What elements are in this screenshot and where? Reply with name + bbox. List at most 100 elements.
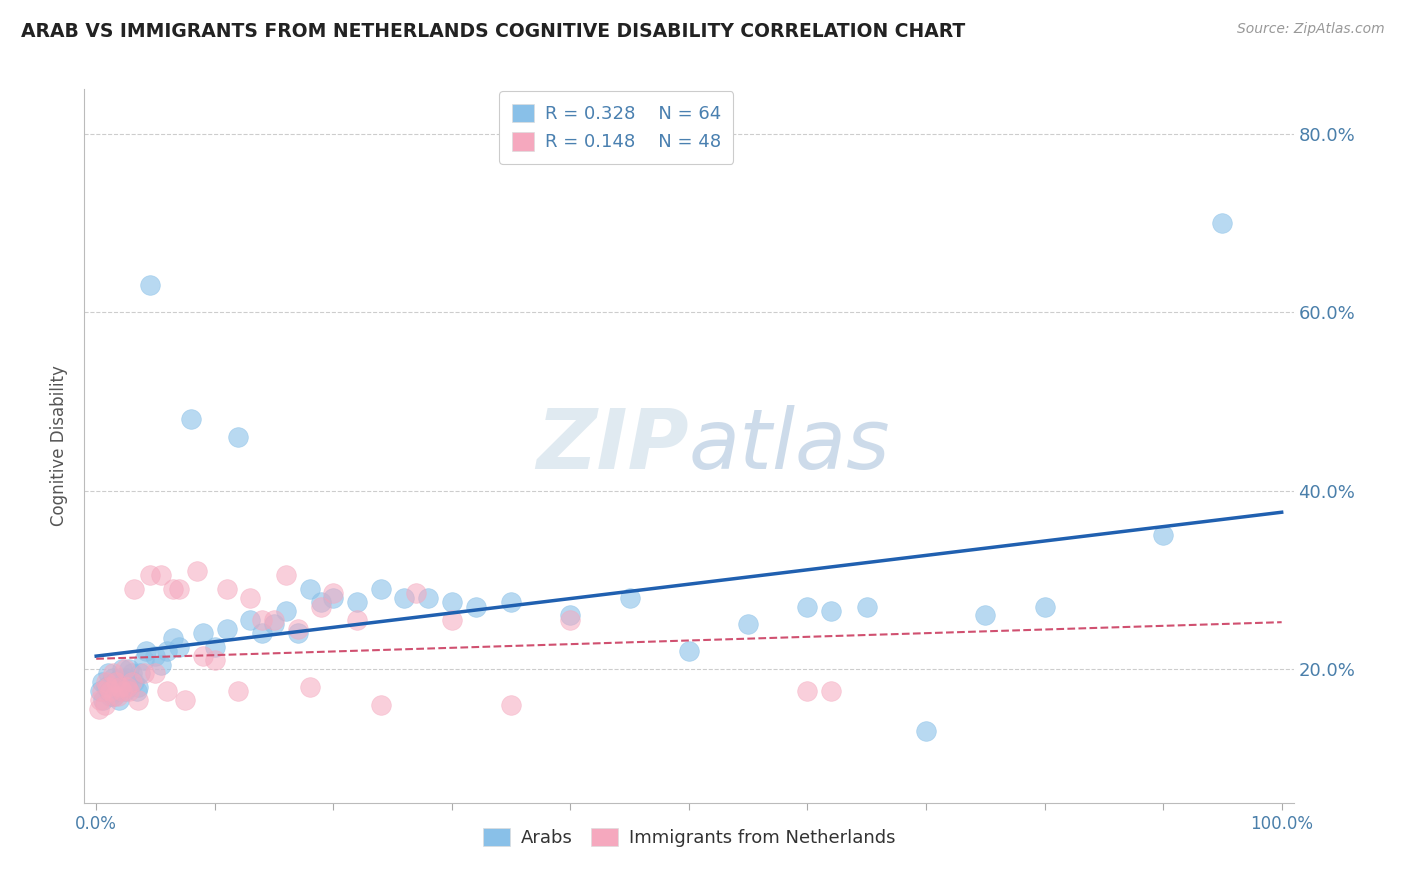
Point — [298, 582, 321, 596]
Point — [91, 693, 114, 707]
Point — [311, 599, 333, 614]
Point — [91, 684, 114, 698]
Point — [107, 684, 129, 698]
Point — [287, 626, 309, 640]
Point — [156, 644, 179, 658]
Point — [1211, 216, 1233, 230]
Point — [322, 586, 344, 600]
Point — [121, 675, 143, 690]
Point — [115, 680, 138, 694]
Point — [103, 689, 125, 703]
Point — [191, 648, 214, 663]
Point — [250, 613, 273, 627]
Point — [145, 648, 167, 663]
Point — [167, 582, 190, 596]
Point — [101, 671, 124, 685]
Point — [228, 430, 250, 444]
Point — [796, 599, 818, 614]
Point — [132, 653, 155, 667]
Point — [129, 666, 152, 681]
Point — [91, 675, 114, 690]
Point — [94, 680, 117, 694]
Point — [101, 666, 124, 681]
Point — [107, 689, 129, 703]
Point — [127, 680, 149, 694]
Point — [974, 608, 997, 623]
Point — [162, 631, 184, 645]
Point — [89, 693, 111, 707]
Point — [239, 613, 262, 627]
Point — [97, 666, 120, 681]
Point — [111, 662, 134, 676]
Point — [678, 644, 700, 658]
Point — [115, 671, 138, 685]
Point — [150, 657, 173, 672]
Point — [204, 653, 226, 667]
Point — [298, 680, 321, 694]
Point — [820, 604, 842, 618]
Point — [180, 412, 202, 426]
Point — [228, 684, 250, 698]
Text: ZIP: ZIP — [536, 406, 689, 486]
Point — [619, 591, 641, 605]
Point — [440, 595, 463, 609]
Point — [100, 684, 122, 698]
Point — [560, 608, 582, 623]
Point — [174, 693, 197, 707]
Point — [186, 564, 208, 578]
Point — [87, 702, 110, 716]
Text: Source: ZipAtlas.com: Source: ZipAtlas.com — [1237, 22, 1385, 37]
Point — [204, 640, 226, 654]
Point — [191, 626, 214, 640]
Point — [118, 662, 141, 676]
Point — [89, 684, 111, 698]
Point — [370, 582, 392, 596]
Point — [135, 644, 157, 658]
Point — [915, 724, 938, 739]
Point — [111, 684, 134, 698]
Point — [156, 684, 179, 698]
Point — [287, 622, 309, 636]
Point — [215, 582, 238, 596]
Point — [107, 693, 129, 707]
Point — [855, 599, 877, 614]
Point — [394, 591, 416, 605]
Point — [464, 599, 486, 614]
Point — [501, 698, 523, 712]
Point — [98, 684, 121, 698]
Point — [274, 604, 297, 618]
Point — [118, 684, 141, 698]
Point — [110, 680, 132, 694]
Point — [97, 680, 120, 694]
Point — [1152, 528, 1174, 542]
Text: atlas: atlas — [689, 406, 890, 486]
Point — [117, 680, 139, 694]
Point — [440, 613, 463, 627]
Point — [100, 689, 122, 703]
Point — [93, 698, 115, 712]
Point — [370, 698, 392, 712]
Point — [322, 591, 344, 605]
Point — [114, 662, 136, 676]
Point — [263, 617, 285, 632]
Point — [239, 591, 262, 605]
Point — [108, 680, 131, 694]
Point — [132, 666, 155, 681]
Point — [104, 675, 127, 690]
Point — [501, 595, 523, 609]
Y-axis label: Cognitive Disability: Cognitive Disability — [51, 366, 69, 526]
Point — [105, 675, 128, 690]
Point — [108, 671, 131, 685]
Point — [127, 693, 149, 707]
Point — [122, 582, 145, 596]
Point — [418, 591, 440, 605]
Point — [122, 675, 145, 690]
Point — [121, 666, 143, 681]
Point — [737, 617, 759, 632]
Point — [138, 278, 160, 293]
Point — [796, 684, 818, 698]
Text: ARAB VS IMMIGRANTS FROM NETHERLANDS COGNITIVE DISABILITY CORRELATION CHART: ARAB VS IMMIGRANTS FROM NETHERLANDS COGN… — [21, 22, 966, 41]
Point — [167, 640, 190, 654]
Point — [215, 622, 238, 636]
Point — [405, 586, 427, 600]
